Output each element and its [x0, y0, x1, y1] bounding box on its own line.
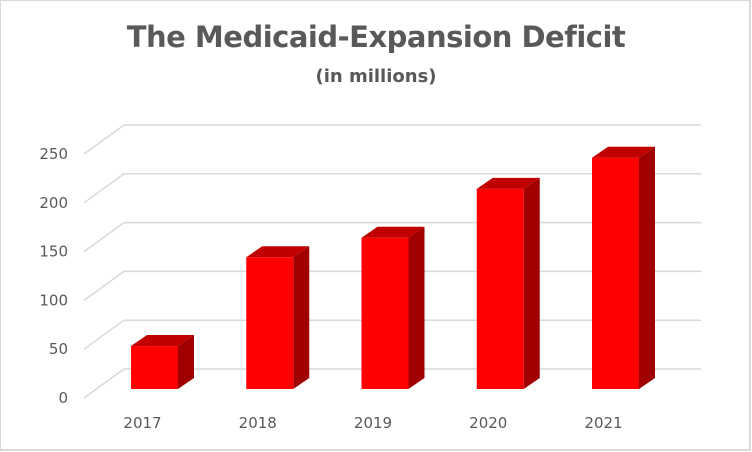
- y-tick-label: 250: [39, 145, 68, 163]
- bar-front: [476, 188, 524, 389]
- chart-title: The Medicaid-Expansion Deficit: [126, 20, 626, 54]
- gridline: [83, 173, 701, 204]
- bar-top: [361, 226, 425, 238]
- y-tick-label: 100: [39, 291, 68, 309]
- x-tick-label: 2021: [584, 414, 622, 432]
- bar-side: [523, 177, 540, 389]
- bar-2018: [246, 246, 310, 389]
- x-tick-label: 2019: [354, 414, 392, 432]
- y-tick-label: 200: [39, 194, 68, 212]
- bar-top: [476, 177, 540, 189]
- bar-front: [361, 237, 409, 389]
- bar-front: [131, 346, 178, 389]
- bar-front: [246, 257, 294, 389]
- y-tick-label: 150: [39, 243, 68, 261]
- bar-top: [592, 146, 655, 158]
- bar-2017: [131, 335, 194, 389]
- bar-2020: [476, 177, 540, 389]
- bar-side: [639, 146, 655, 389]
- y-tick-label: 50: [49, 340, 68, 358]
- bar-2021: [592, 146, 655, 389]
- x-tick-label: 2020: [469, 414, 507, 432]
- bar-top: [131, 335, 194, 347]
- bar-top: [246, 246, 310, 258]
- bar-front: [592, 157, 639, 389]
- bar-2019: [361, 226, 425, 389]
- y-tick-label: 0: [58, 389, 68, 407]
- x-tick-label: 2018: [239, 414, 277, 432]
- bar-side: [408, 226, 425, 389]
- bar-side: [178, 335, 194, 389]
- bar-side: [293, 246, 310, 389]
- gridline: [83, 124, 701, 155]
- chart-subtitle: (in millions): [315, 66, 437, 87]
- x-tick-label: 2017: [123, 414, 161, 432]
